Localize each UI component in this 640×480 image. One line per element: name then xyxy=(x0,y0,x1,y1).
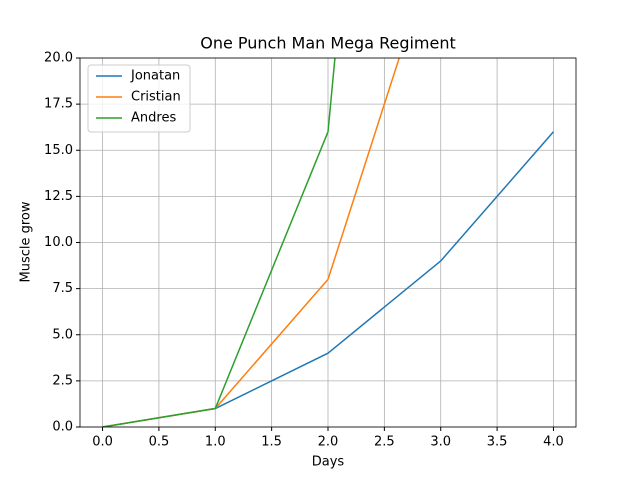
x-tick-label: 0.0 xyxy=(92,435,113,450)
legend-label: Jonatan xyxy=(130,69,180,84)
y-tick-label: 12.5 xyxy=(44,189,73,204)
x-tick-label: 2.5 xyxy=(374,435,395,450)
line xyxy=(102,58,336,427)
x-tick-label: 3.0 xyxy=(430,435,451,450)
legend-label: Cristian xyxy=(131,90,181,105)
x-tick-label: 1.0 xyxy=(205,435,226,450)
y-tick-label: 10.0 xyxy=(44,235,73,250)
y-tick-label: 2.5 xyxy=(52,373,73,388)
y-tick-label: 20.0 xyxy=(44,51,73,66)
x-tick-label: 4.0 xyxy=(543,435,564,450)
y-tick-label: 5.0 xyxy=(52,327,73,342)
x-tick-label: 2.0 xyxy=(318,435,339,450)
x-tick-label: 3.5 xyxy=(487,435,508,450)
x-axis-label: Days xyxy=(312,455,345,470)
y-tick-label: 15.0 xyxy=(44,143,73,158)
x-tick-label: 0.5 xyxy=(149,435,170,450)
legend-label: Andres xyxy=(131,111,176,126)
legend: Jonatan Cristian Andres xyxy=(87,64,191,133)
y-tick-label: 0.0 xyxy=(52,420,73,435)
plot-lines xyxy=(102,58,555,427)
plot-frame xyxy=(79,57,577,428)
y-tick-label: 17.5 xyxy=(44,97,73,112)
y-tick-label: 7.5 xyxy=(52,281,73,296)
x-tick-label: 1.5 xyxy=(261,435,282,450)
legend-box xyxy=(87,64,191,133)
chart-title: One Punch Man Mega Regiment xyxy=(200,34,456,53)
y-axis-label: Muscle grow xyxy=(19,201,34,282)
